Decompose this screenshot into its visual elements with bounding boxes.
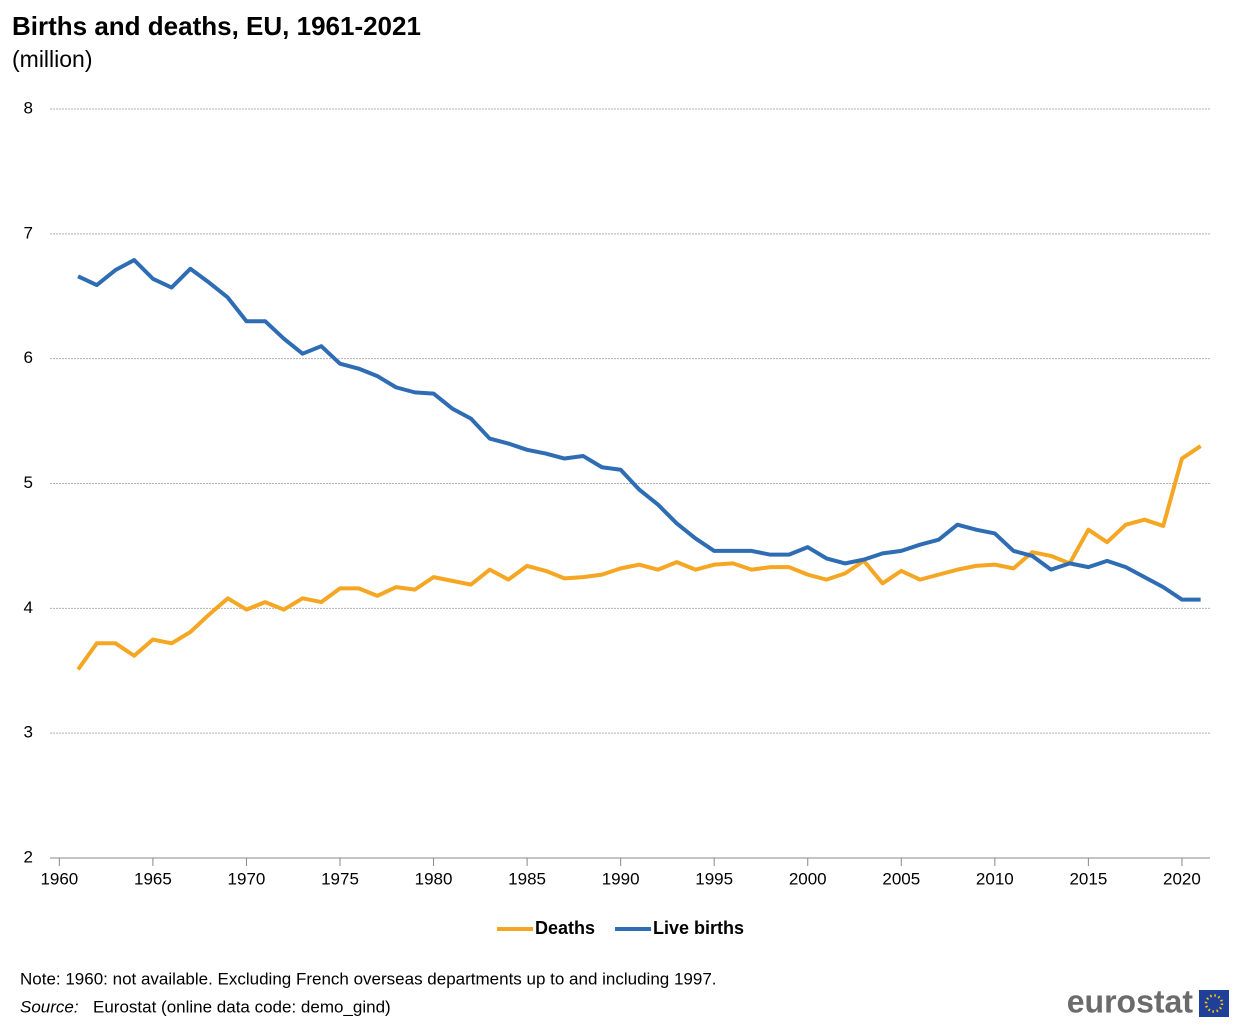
legend-label: Deaths — [535, 918, 595, 938]
eu-flag — [1199, 990, 1229, 1017]
series-line — [77, 258, 1201, 602]
y-tick-label: 3 — [24, 723, 33, 742]
legend-label: Live births — [653, 918, 744, 938]
y-tick-label: 5 — [24, 473, 33, 492]
series-line — [76, 444, 1202, 671]
x-tick-label: 2010 — [976, 869, 1014, 888]
x-tick-label: 1995 — [695, 869, 733, 888]
x-tick-label: 1980 — [415, 869, 453, 888]
source: Eurostat (online data code: demo_gind) — [93, 997, 391, 1016]
chart-title: Births and deaths, EU, 1961-2021 — [12, 11, 421, 41]
x-tick-label: 1960 — [40, 869, 78, 888]
x-tick-label: 1970 — [228, 869, 266, 888]
x-tick-label: 2000 — [789, 869, 827, 888]
y-tick-label: 7 — [24, 223, 33, 242]
x-tick-label: 1990 — [602, 869, 640, 888]
y-tick-label: 2 — [24, 847, 33, 866]
chart-subtitle: (million) — [12, 46, 93, 72]
source-label: Source: — [20, 997, 79, 1016]
note: Note: 1960: not available. Excluding Fre… — [20, 969, 717, 988]
logo: eurostat — [1067, 983, 1194, 1019]
x-tick-label: 2020 — [1163, 869, 1201, 888]
y-tick-label: 4 — [24, 598, 33, 617]
x-tick-label: 1985 — [508, 869, 546, 888]
y-tick-label: 8 — [24, 98, 33, 117]
x-tick-label: 2015 — [1069, 869, 1107, 888]
y-tick-label: 6 — [24, 348, 33, 367]
x-tick-label: 1975 — [321, 869, 359, 888]
x-tick-label: 1965 — [134, 869, 172, 888]
eu-stars — [1204, 994, 1224, 1013]
x-tick-label: 2005 — [882, 869, 920, 888]
